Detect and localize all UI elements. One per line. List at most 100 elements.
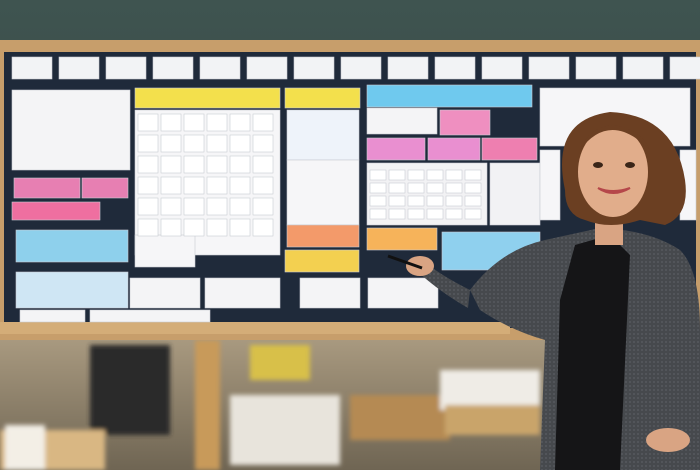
paper <box>252 218 274 237</box>
paper <box>489 162 541 226</box>
paper <box>11 56 53 80</box>
paper <box>286 224 360 248</box>
paper <box>252 197 274 216</box>
paper <box>388 195 406 207</box>
paper <box>183 197 205 216</box>
paper <box>407 195 425 207</box>
shelf-post <box>195 340 220 470</box>
paper <box>160 134 182 153</box>
paper <box>407 208 425 220</box>
paper <box>160 155 182 174</box>
paper <box>284 87 361 109</box>
paper <box>229 134 251 153</box>
paper <box>286 159 360 226</box>
paper <box>366 107 438 135</box>
paper <box>445 208 463 220</box>
paper <box>528 56 570 80</box>
paper <box>481 137 538 161</box>
paper <box>160 176 182 195</box>
papers <box>440 370 540 410</box>
paper <box>445 182 463 194</box>
paper <box>426 169 444 181</box>
paper <box>81 177 129 199</box>
paper <box>137 176 159 195</box>
paper <box>11 201 101 221</box>
paper <box>183 113 205 132</box>
boxes <box>230 395 340 465</box>
arm <box>418 262 470 308</box>
paper <box>369 208 387 220</box>
paper <box>206 134 228 153</box>
paper <box>284 249 360 273</box>
paper <box>19 309 86 323</box>
paper <box>340 56 382 80</box>
smile <box>597 187 631 194</box>
desk <box>350 395 450 440</box>
paper <box>366 84 533 108</box>
paper <box>299 277 361 309</box>
paper <box>369 182 387 194</box>
paper <box>137 134 159 153</box>
eye <box>625 162 635 168</box>
paper <box>464 182 482 194</box>
paper <box>206 197 228 216</box>
paper <box>152 56 194 80</box>
paper <box>407 182 425 194</box>
paper <box>252 155 274 174</box>
paper <box>252 176 274 195</box>
paper <box>575 56 617 80</box>
hand-on-hip <box>646 428 690 452</box>
paper <box>134 234 196 268</box>
board-papers <box>11 56 700 323</box>
paper <box>388 182 406 194</box>
paper <box>229 176 251 195</box>
pen <box>387 254 423 270</box>
chair <box>90 345 170 435</box>
paper <box>369 195 387 207</box>
woman <box>387 112 700 470</box>
desk-right <box>445 405 540 435</box>
paper <box>388 169 406 181</box>
paper <box>11 89 131 171</box>
paper <box>366 137 426 161</box>
bangs <box>580 125 650 150</box>
top <box>555 235 630 470</box>
paper <box>426 182 444 194</box>
paper <box>252 113 274 132</box>
paper <box>183 176 205 195</box>
paper <box>445 195 463 207</box>
paper <box>439 109 491 136</box>
blurred-office <box>0 340 540 470</box>
paper <box>206 176 228 195</box>
paper <box>183 155 205 174</box>
yellow-box <box>250 345 310 380</box>
paper <box>206 155 228 174</box>
paper <box>15 271 129 309</box>
paper <box>199 56 241 80</box>
paper <box>206 218 228 237</box>
paper <box>137 113 159 132</box>
paper <box>481 56 523 80</box>
paper <box>129 277 201 309</box>
paper <box>160 197 182 216</box>
paper <box>427 137 481 161</box>
paper <box>204 277 281 309</box>
paper <box>134 87 281 109</box>
paper <box>58 56 100 80</box>
paper <box>286 109 360 161</box>
paper <box>366 227 438 251</box>
paper <box>229 113 251 132</box>
paper <box>183 218 205 237</box>
paper <box>539 149 561 221</box>
paper <box>464 169 482 181</box>
paper <box>622 56 664 80</box>
paper <box>89 309 211 323</box>
paper <box>252 134 274 153</box>
eye <box>593 162 603 168</box>
paper <box>388 208 406 220</box>
face <box>578 127 648 217</box>
paper <box>137 155 159 174</box>
paper <box>387 56 429 80</box>
paper <box>434 56 476 80</box>
